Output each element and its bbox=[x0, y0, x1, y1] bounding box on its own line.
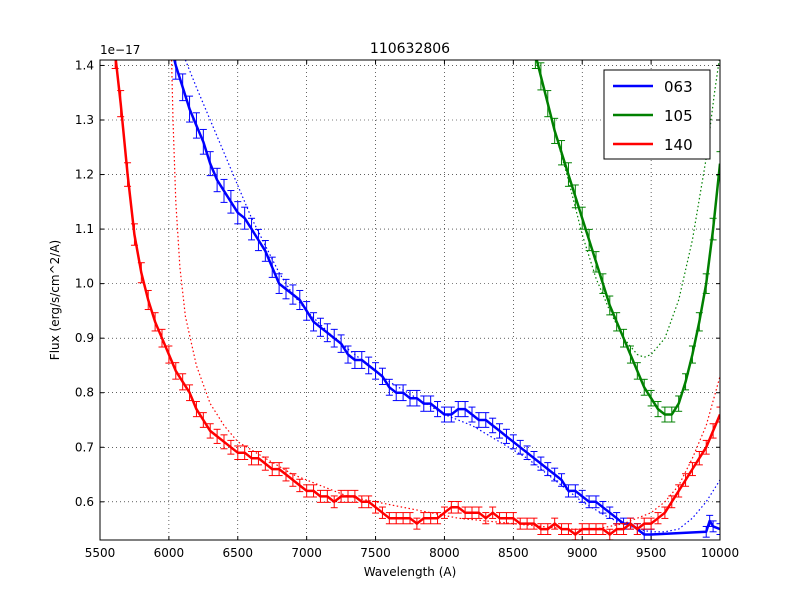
series-line-105 bbox=[535, 60, 720, 416]
x-tick-label: 8000 bbox=[429, 546, 460, 560]
plot-frame bbox=[99, 59, 721, 541]
x-tick-label: 10000 bbox=[701, 546, 739, 560]
legend-label-105: 105 bbox=[664, 107, 693, 125]
y-tick-label: 0.8 bbox=[75, 386, 94, 400]
x-tick-label: 8500 bbox=[498, 546, 529, 560]
fit-line-140 bbox=[171, 60, 720, 530]
legend-label-063: 063 bbox=[664, 78, 693, 96]
x-tick-label: 9500 bbox=[636, 546, 667, 560]
y-tick-label: 1.2 bbox=[75, 168, 94, 182]
x-tick-label: 6500 bbox=[223, 546, 254, 560]
x-axis-label: Wavelength (A) bbox=[364, 565, 457, 579]
y-tick-label: 0.9 bbox=[75, 331, 94, 345]
y-tick-label: 1.1 bbox=[75, 222, 94, 236]
y-tick-label: 1.0 bbox=[75, 277, 94, 291]
legend: 063 105 140 bbox=[603, 69, 711, 160]
data-layer bbox=[111, 60, 720, 540]
y-tick-label: 1.3 bbox=[75, 113, 94, 127]
y-tick-label: 0.7 bbox=[75, 440, 94, 454]
x-tick-label: 7500 bbox=[360, 546, 391, 560]
x-tick-label: 7000 bbox=[291, 546, 322, 560]
y-tick-label: 0.6 bbox=[75, 495, 94, 509]
y-tick-label: 1.4 bbox=[75, 58, 94, 72]
series-line-140 bbox=[114, 60, 720, 536]
chart-title: 110632806 bbox=[370, 41, 450, 57]
x-tick-label: 9000 bbox=[567, 546, 598, 560]
x-tick-label: 6000 bbox=[154, 546, 185, 560]
series-line-063 bbox=[173, 60, 720, 536]
y-axis-label: Flux (erg/s/cm^2/A) bbox=[48, 240, 62, 360]
legend-label-140: 140 bbox=[664, 136, 693, 154]
y-offset-label: 1e−17 bbox=[100, 43, 140, 57]
x-tick-label: 5500 bbox=[85, 546, 116, 560]
ticks: 5500 6000 6500 7000 7500 8000 8500 9000 9500 1000… bbox=[75, 58, 739, 560]
